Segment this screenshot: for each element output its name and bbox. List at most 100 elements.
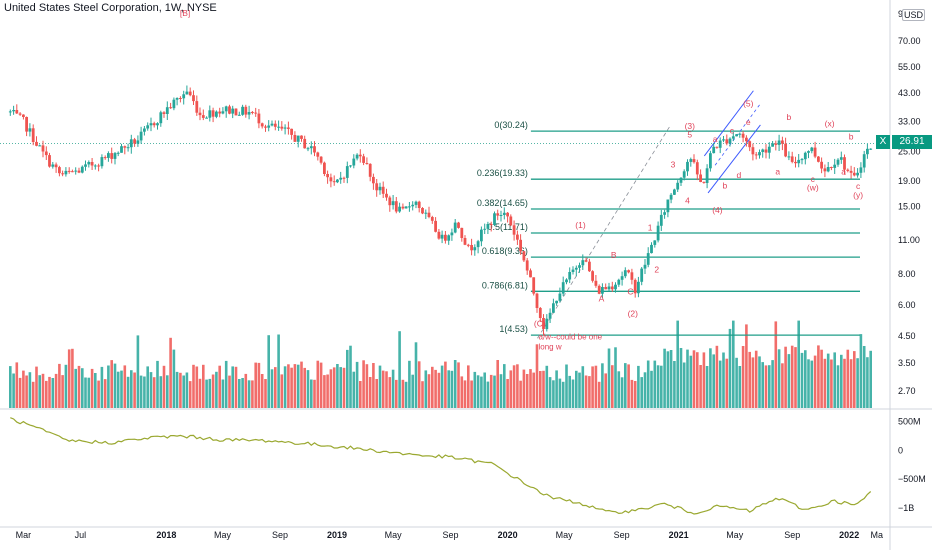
volume-bar [391,369,395,408]
wave-label: a [841,166,846,176]
candle-body [417,201,421,208]
candle-body [185,91,189,95]
candle-body [751,147,755,155]
fib-level-label: 1(4.53) [499,324,528,334]
volume-bar [820,349,823,408]
volume-bar [401,379,405,408]
volume-bar [460,376,464,408]
candle-body [823,168,827,172]
candle-body [774,143,778,145]
candle-body [352,158,356,166]
volume-bar [467,365,470,408]
candle-body [172,99,176,109]
candle-body [578,265,581,268]
volume-bar [130,370,133,408]
candle-body [650,244,653,254]
candle-body [839,157,843,160]
volume-bar [274,367,277,408]
candle-body [767,146,771,153]
candle-body [306,148,310,150]
candle-body [601,287,604,294]
volume-bar [624,363,627,408]
candle-body [241,106,244,115]
candle-body [558,293,562,301]
volume-bar [257,362,261,408]
volume-bar [758,356,761,408]
volume-bar [669,350,673,408]
candle-body [375,183,379,191]
currency-badge[interactable]: USD [902,9,926,21]
candle-body [699,174,702,182]
candle-body [90,162,94,166]
wave-label: (2) [628,308,639,318]
candle-body [378,186,382,191]
volume-bar [221,379,225,408]
candle-body [826,167,830,172]
volume-bar [666,351,670,408]
volume-bar [584,375,588,408]
candle-body [332,181,336,183]
volume-bar [110,360,113,408]
candle-body [195,101,199,113]
candle-body [51,164,55,167]
candle-body [296,135,300,142]
volume-bar [493,375,496,408]
volume-bar [195,366,199,408]
candle-body [692,159,696,163]
candle-body [116,152,120,154]
volume-bar [175,371,179,408]
candle-body [358,154,362,157]
volume-bar [375,379,378,408]
candle-body [48,155,51,167]
axes: 90.0070.0055.0043.0033.0025.0019.0015.00… [16,9,926,540]
volume-bar [120,370,123,408]
volume-bar [205,379,208,408]
candle-body [15,110,19,114]
volume-bar [519,380,522,408]
volume-bar [362,360,365,408]
volume-bar [856,358,859,408]
candle-body [349,165,352,167]
volume-bar [486,381,490,408]
volume-bar [45,380,48,408]
volume-bar [718,360,722,408]
time-axis-tick: Sep [442,530,458,540]
volume-bar [198,378,202,408]
candle-body [588,261,591,272]
candle-body [843,157,846,170]
candle-body [502,212,506,215]
wave-label: (3) [685,121,696,131]
volume-bar [67,349,71,408]
volume-bar [790,345,794,408]
volume-bar [244,373,248,408]
volume-bar [797,320,800,408]
candle-body [110,153,114,159]
volume-bar [754,350,758,408]
volume-bar [840,354,843,408]
candle-body [280,126,284,129]
candle-body [836,159,840,165]
candle-body [646,253,650,265]
candle-body [659,214,663,226]
volume-bar [388,377,392,408]
volume-bar [578,372,581,408]
candle-body [77,170,81,173]
volume-bar [133,372,136,408]
candle-body [480,229,483,242]
volume-bar [64,364,68,408]
candle-body [820,161,823,169]
time-axis-tick: Ma [871,530,884,540]
candle-body [44,151,48,156]
candle-body [188,91,192,96]
candle-body [339,177,343,180]
volume-bar [715,345,719,408]
candle-body [143,128,146,132]
candle-body [133,139,136,144]
candle-body [31,128,35,142]
candle-body [38,145,42,147]
volume-bar [807,359,810,408]
candle-body [607,286,611,290]
volume-bar [447,370,450,408]
volume-bar [300,361,303,408]
